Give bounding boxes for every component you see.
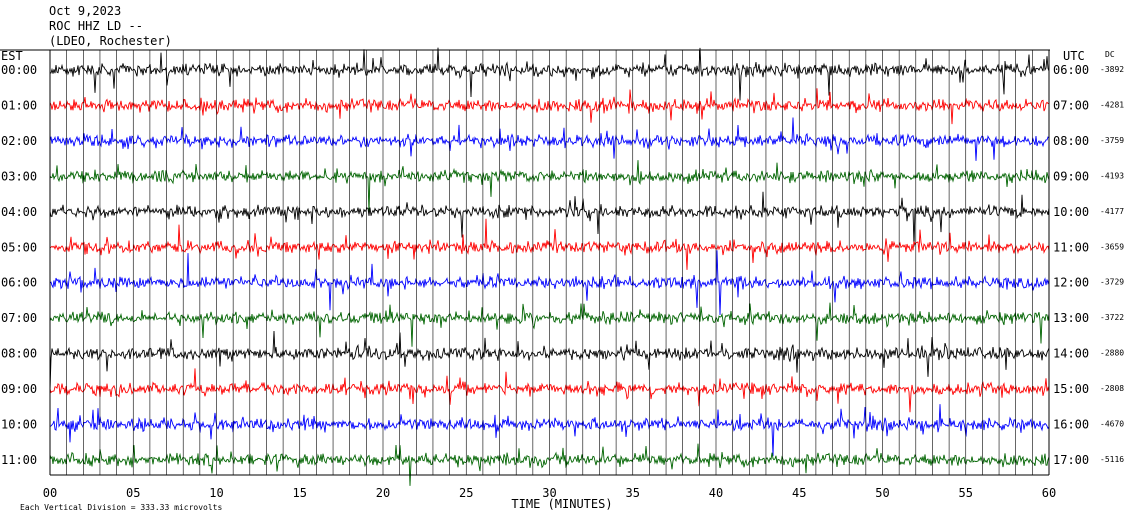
x-tick-label: 25 <box>459 486 473 500</box>
dc-offset-label: -3722 <box>1100 313 1124 322</box>
dc-offset-label: -4177 <box>1100 207 1124 216</box>
dc-offset-label: -4281 <box>1100 100 1124 109</box>
est-hour-label: 03:00 <box>1 169 37 183</box>
dc-offset-label: -5116 <box>1100 455 1124 464</box>
dc-offset-label: -4670 <box>1100 420 1124 429</box>
dc-offset-label: -4193 <box>1100 171 1124 180</box>
x-tick-label: 10 <box>209 486 223 500</box>
utc-hour-label: 16:00 <box>1053 418 1089 432</box>
utc-hour-label: 15:00 <box>1053 382 1089 396</box>
utc-hour-label: 07:00 <box>1053 98 1089 112</box>
station-id: ROC HHZ LD -- <box>49 19 143 33</box>
chart-date: Oct 9,2023 <box>49 4 121 18</box>
x-tick-label: 00 <box>43 486 57 500</box>
utc-hour-label: 11:00 <box>1053 240 1089 254</box>
x-tick-label: 20 <box>376 486 390 500</box>
dc-offset-label: -3759 <box>1100 136 1124 145</box>
est-hour-label: 11:00 <box>1 453 37 467</box>
right-timezone-label: UTC <box>1063 49 1085 63</box>
utc-hour-label: 10:00 <box>1053 205 1089 219</box>
left-timezone-label: EST <box>1 49 23 63</box>
utc-hour-label: 12:00 <box>1053 276 1089 290</box>
x-tick-label: 05 <box>126 486 140 500</box>
station-network: (LDEO, Rochester) <box>49 34 172 48</box>
est-hour-label: 02:00 <box>1 134 37 148</box>
est-hour-label: 07:00 <box>1 311 37 325</box>
est-hour-label: 01:00 <box>1 98 37 112</box>
utc-hour-label: 08:00 <box>1053 134 1089 148</box>
x-tick-label: 60 <box>1042 486 1056 500</box>
est-hour-label: 09:00 <box>1 382 37 396</box>
x-tick-label: 35 <box>626 486 640 500</box>
utc-hour-label: 13:00 <box>1053 311 1089 325</box>
est-hour-label: 04:00 <box>1 205 37 219</box>
dc-offset-label: -2880 <box>1100 349 1124 358</box>
est-hour-label: 06:00 <box>1 276 37 290</box>
dc-offset-label: -2808 <box>1100 384 1124 393</box>
est-hour-label: 10:00 <box>1 418 37 432</box>
est-hour-label: 05:00 <box>1 240 37 254</box>
dc-offset-label: -3892 <box>1100 65 1124 74</box>
x-tick-label: 55 <box>959 486 973 500</box>
est-hour-label: 00:00 <box>1 63 37 77</box>
dc-header-label: DC <box>1105 50 1115 59</box>
utc-hour-label: 17:00 <box>1053 453 1089 467</box>
x-axis-ticks: 00 05 10 15 20 25 30 35 40 45 50 55 60 <box>43 486 1056 500</box>
utc-hour-label: 14:00 <box>1053 347 1089 361</box>
x-tick-label: 50 <box>875 486 889 500</box>
utc-hour-label: 09:00 <box>1053 169 1089 183</box>
dc-offset-label: -3659 <box>1100 242 1124 251</box>
x-tick-label: 15 <box>293 486 307 500</box>
footer-scale-note: Each Vertical Division = 333.33 microvol… <box>20 503 222 512</box>
x-axis-label: TIME (MINUTES) <box>511 497 612 511</box>
plot-frame <box>0 49 1050 476</box>
est-hour-label: 08:00 <box>1 347 37 361</box>
x-tick-label: 45 <box>792 486 806 500</box>
utc-hour-label: 06:00 <box>1053 63 1089 77</box>
row-labels: 00:00 06:00 -3892 01:00 07:00 -4281 02:00 08:00… <box>1 63 1124 467</box>
x-tick-label: 30 <box>542 486 556 500</box>
dc-offset-label: -3729 <box>1100 278 1124 287</box>
x-tick-label: 40 <box>709 486 723 500</box>
